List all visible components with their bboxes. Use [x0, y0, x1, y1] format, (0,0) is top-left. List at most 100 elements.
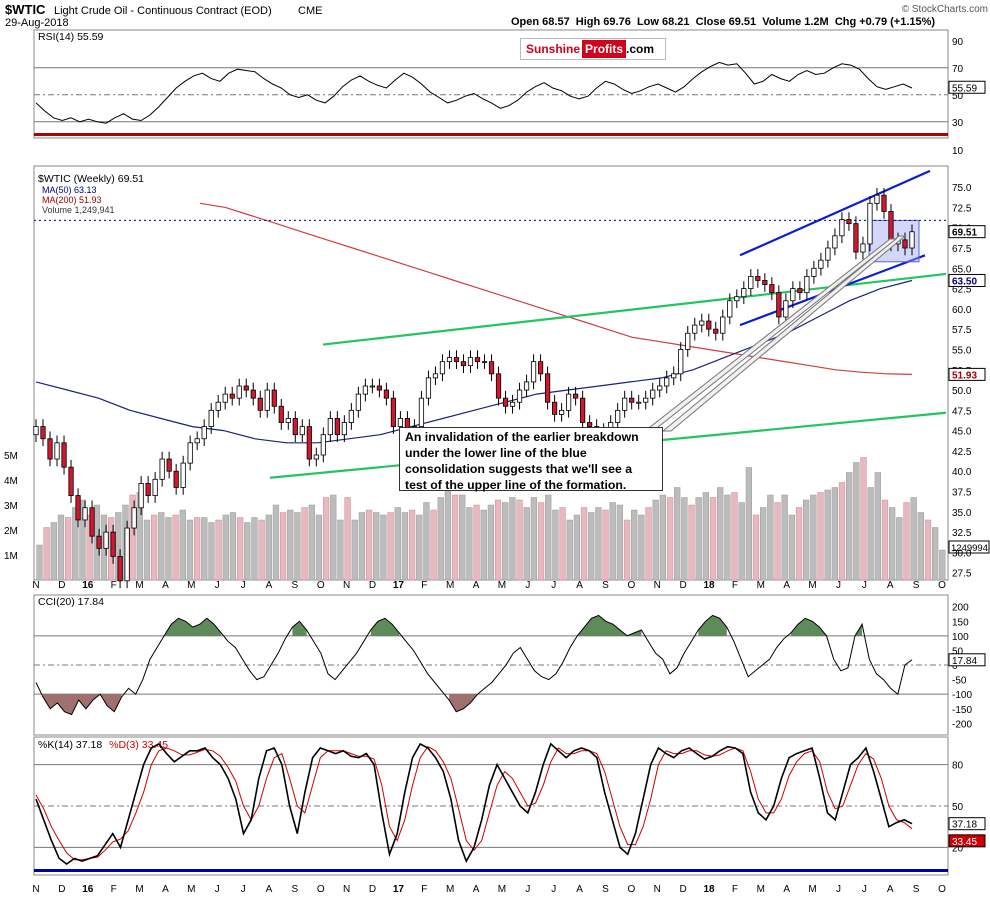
candle-body	[173, 470, 179, 488]
x-axis-label: J	[241, 884, 246, 895]
candle-body	[573, 393, 579, 399]
x-axis-label: O	[627, 884, 635, 895]
volume-bar	[129, 494, 136, 581]
candle-body	[587, 422, 593, 427]
cci-overbought-fill	[164, 618, 222, 636]
volume-bar	[186, 519, 194, 581]
price-tick-label: 75.0	[952, 183, 972, 194]
x-axis-label: N	[343, 580, 350, 591]
x-axis-label: D	[680, 580, 687, 591]
candle-body	[650, 389, 656, 399]
price-tick-label: 62.5	[952, 285, 972, 296]
candle-body	[96, 535, 102, 549]
volume-bar	[846, 472, 853, 581]
rsi-last-value-box	[948, 80, 986, 94]
volume-bar	[416, 514, 423, 581]
candle-body	[762, 280, 768, 285]
volume-bar	[616, 504, 624, 581]
volume-bar	[244, 522, 251, 581]
candle-body	[439, 361, 446, 375]
volume-bar	[774, 502, 781, 581]
x-axis-label: S	[292, 580, 299, 591]
candle-body	[902, 239, 908, 249]
volume-bar	[559, 507, 566, 581]
candle-body	[306, 426, 312, 460]
sto-d-line	[35, 746, 913, 861]
volume-bar	[638, 514, 645, 581]
volume-bar	[236, 517, 244, 581]
volume-bar	[760, 507, 767, 581]
price-tick-label: 55.0	[952, 345, 972, 356]
cci-overbought-fill	[698, 615, 727, 636]
x-axis-label: J	[862, 580, 867, 591]
x-axis-label: O	[317, 580, 325, 591]
price-tick-label: 65.0	[952, 264, 972, 275]
candle-body	[285, 418, 291, 423]
candle-body	[320, 434, 326, 456]
volume-bar	[881, 499, 889, 581]
volume-bar	[387, 512, 394, 581]
rsi-line	[35, 61, 913, 124]
candle-body	[909, 231, 915, 249]
volume-bar	[623, 519, 631, 581]
volume-bar	[301, 507, 308, 581]
sto-title-k: %K(14) 37.18	[38, 739, 102, 751]
blue-channel-upper	[739, 169, 931, 257]
ma200-line	[199, 202, 913, 375]
volume-bar	[709, 497, 717, 581]
candle-body	[460, 361, 467, 367]
candle-body	[222, 393, 228, 403]
x-axis-label: F	[732, 580, 738, 591]
x-axis-label: A	[473, 884, 480, 895]
candle-body	[804, 275, 810, 294]
volume-bar	[158, 512, 165, 581]
volume-bar	[580, 507, 588, 581]
volume-bar	[480, 509, 487, 581]
price-tick-label: 35.0	[952, 508, 972, 519]
candle-body	[383, 389, 390, 399]
candle-body	[397, 418, 404, 427]
volume-bar	[631, 509, 638, 581]
candle-body	[208, 409, 214, 427]
x-axis-label: A	[576, 580, 583, 591]
candle-body	[516, 389, 523, 403]
volume-bar	[265, 514, 272, 581]
candle-body	[474, 357, 481, 363]
candle-body	[33, 426, 39, 436]
cci-last-box	[948, 653, 986, 667]
candle-body	[446, 357, 453, 363]
candle-body	[292, 418, 298, 436]
volume-bar	[215, 519, 222, 581]
volume-bar	[523, 507, 530, 581]
price-tick-label: 42.5	[952, 447, 972, 458]
cci-oversold-fill	[43, 694, 122, 715]
volume-bar	[824, 489, 831, 581]
cci-tick-label: -150	[952, 705, 972, 716]
volume-bar	[315, 514, 323, 581]
candle-body	[117, 556, 123, 582]
volume-bar	[365, 509, 373, 581]
candle-body	[390, 397, 397, 427]
cci-tick-label: 200	[952, 603, 969, 614]
candle-body	[89, 507, 95, 537]
volume-bar	[287, 509, 294, 581]
price-tick-label: 67.5	[952, 244, 972, 255]
candle-body	[713, 328, 719, 334]
sto-tick-label: 20	[952, 843, 964, 854]
candle-body	[874, 194, 880, 204]
volume-bar	[401, 512, 409, 581]
x-axis-label: M	[808, 580, 816, 591]
cci-last-value: 17.84	[952, 656, 977, 667]
cci-overbought-fill	[370, 618, 400, 636]
volume-bar	[781, 494, 788, 581]
volume-bar	[394, 507, 401, 581]
volume-bar	[466, 507, 473, 581]
candle-body	[61, 442, 67, 468]
x-axis-label: J	[215, 580, 220, 591]
price-last-close: 69.51	[952, 228, 977, 239]
x-axis-label: A	[887, 580, 894, 591]
x-axis-label: 16	[82, 580, 94, 591]
volume-bar	[860, 457, 867, 581]
volume-bar	[279, 512, 287, 581]
sto-k-line	[35, 742, 913, 865]
